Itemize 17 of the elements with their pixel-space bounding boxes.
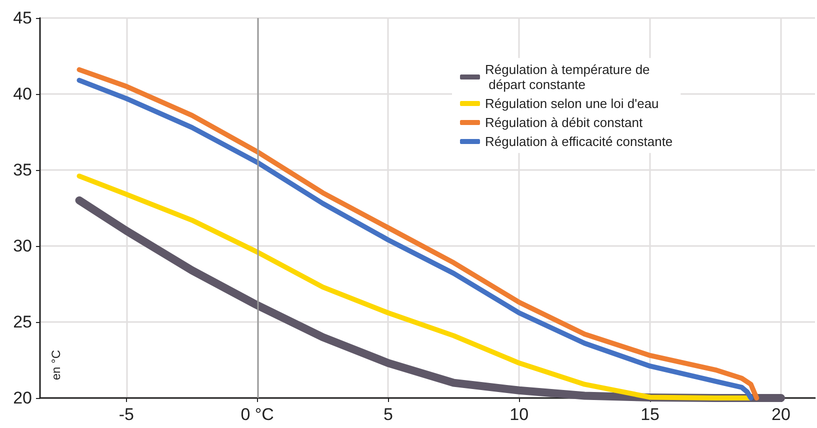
y-tick-label: 25 [13,312,32,332]
y-tick-label: 20 [13,388,32,408]
x-tick-label: 0 °C [240,405,274,424]
y-axis-title: en °C [49,350,63,380]
y-tick-label: 35 [13,160,32,180]
legend-label: Régulation à débit constant [485,115,643,130]
legend-label: Régulation selon une loi d'eau [485,96,659,111]
x-tick-label: 10 [510,405,529,424]
legend-label: Régulation à température de départ constante [485,62,650,92]
y-tick-label: 40 [13,84,32,104]
y-tick-label: 30 [13,236,32,256]
y-tick-label: 45 [13,8,32,28]
x-tick-label: -5 [118,405,134,424]
x-tick-label: 15 [640,405,660,424]
legend-label: Régulation à efficacité constante [485,134,673,149]
x-tick-label: 5 [383,405,393,424]
x-tick-label: 20 [772,405,790,424]
